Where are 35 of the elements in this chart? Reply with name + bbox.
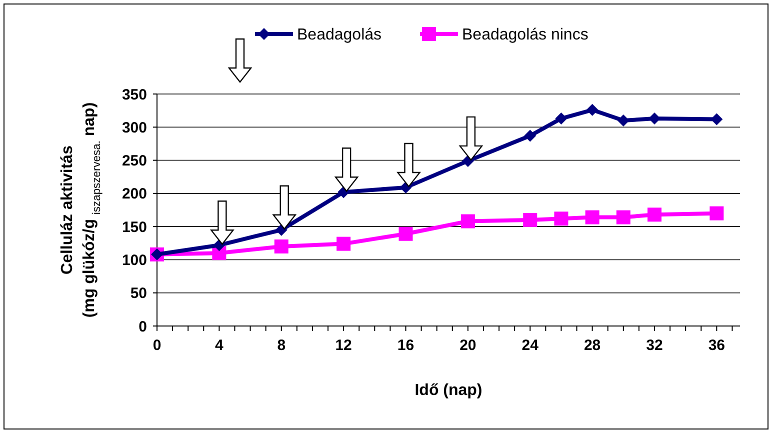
point <box>617 114 630 127</box>
point <box>585 210 600 224</box>
point <box>398 226 413 241</box>
legend-label: Beadagolás <box>297 26 382 44</box>
point <box>523 212 538 227</box>
y-tick-label: 200 <box>122 186 147 203</box>
x-tick-label: 0 <box>152 337 162 354</box>
y-tick-label: 0 <box>138 318 147 336</box>
x-tick-label: 4 <box>215 337 224 354</box>
y-tick-label: 350 <box>122 86 147 104</box>
point <box>460 214 475 228</box>
y-tick-label: 100 <box>122 252 147 269</box>
x-tick-label: 20 <box>460 337 476 354</box>
point <box>555 112 568 125</box>
point <box>586 104 598 116</box>
point <box>647 208 662 222</box>
y-tick-label: 250 <box>122 152 147 170</box>
x-tick-label: 12 <box>335 337 352 354</box>
point <box>710 206 724 220</box>
legend-label: Beadagolás nincs <box>462 26 588 44</box>
x-tick-label: 28 <box>584 337 601 354</box>
x-tick-label: 32 <box>646 337 663 354</box>
point <box>524 130 536 142</box>
point <box>554 212 568 226</box>
x-tick-label: 8 <box>277 337 286 354</box>
x-tick-label: 24 <box>522 337 540 354</box>
y-tick-label: 150 <box>122 218 147 236</box>
y-tick-label: 50 <box>130 285 147 302</box>
y-tick-label: 300 <box>122 119 147 136</box>
x-axis-title: Idő (nap) <box>414 382 482 399</box>
x-tick-label: 36 <box>708 337 726 354</box>
x-tick-label: 16 <box>397 337 414 354</box>
point <box>336 236 351 251</box>
point <box>616 210 630 224</box>
point <box>274 239 288 254</box>
